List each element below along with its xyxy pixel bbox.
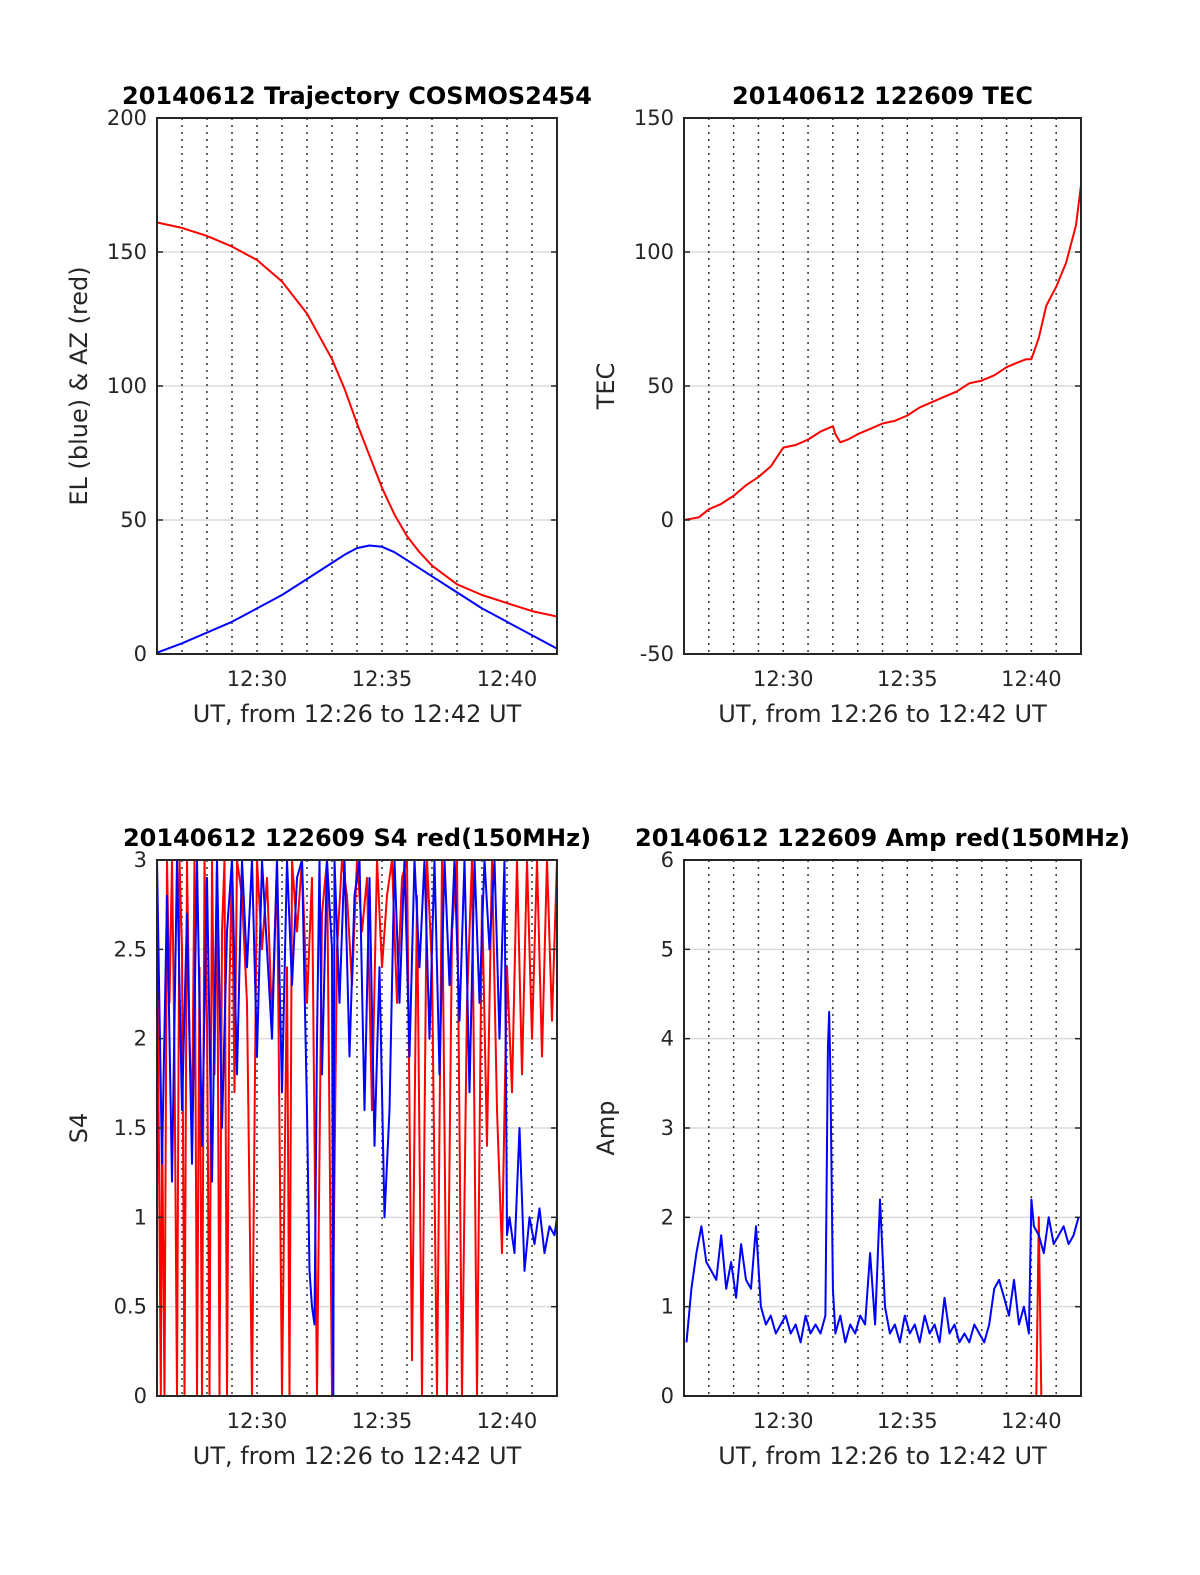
trajectory-xtick-label-2: 12:40	[477, 667, 538, 691]
amp-ytick-label-0: 0	[661, 1384, 674, 1408]
amp-title: 20140612 122609 Amp red(150MHz)	[635, 824, 1130, 852]
panel-s4: 0 0.5 1 1.5 2 2.5 3 12:30 12:35 12:40 UT, from 12:…	[65, 824, 591, 1470]
trajectory-ytick-label-2: 100	[107, 374, 147, 398]
s4-ytick-label-5: 2.5	[114, 937, 147, 961]
trajectory-ytick-label-4: 200	[107, 106, 147, 130]
trajectory-ylabel: EL (blue) & AZ (red)	[65, 266, 93, 505]
amp-xtick-label-1: 12:35	[877, 1409, 938, 1433]
tec-ylabel: TEC	[592, 363, 620, 411]
tec-xtick-label-0: 12:30	[753, 667, 814, 691]
s4-ylabel: S4	[65, 1113, 93, 1144]
s4-ytick-label-4: 2	[134, 1027, 147, 1051]
s4-ytick-label-3: 1.5	[114, 1116, 147, 1140]
s4-xtick-label-2: 12:40	[477, 1409, 538, 1433]
s4-xtick-label-1: 12:35	[352, 1409, 413, 1433]
trajectory-xtick-label-1: 12:35	[352, 667, 413, 691]
s4-title: 20140612 122609 S4 red(150MHz)	[123, 824, 591, 852]
tec-ytick-label-3: 100	[634, 240, 674, 264]
panel-tec: -50 0 50 100 150 12:30 12:35 12:40 UT, from 12:2…	[592, 82, 1082, 728]
trajectory-ytick-label-0: 0	[134, 642, 147, 666]
amp-ytick-label-5: 5	[661, 937, 674, 961]
s4-ytick-label-1: 0.5	[114, 1295, 147, 1319]
s4-series-1	[157, 860, 557, 1396]
trajectory-xtick-label-0: 12:30	[227, 667, 288, 691]
amp-xtick-label-2: 12:40	[1001, 1409, 1062, 1433]
trajectory-ytick-label-1: 50	[120, 508, 147, 532]
trajectory-ytick-label-3: 150	[107, 240, 147, 264]
s4-ytick-label-2: 1	[134, 1205, 147, 1229]
tec-ytick-label-0: -50	[640, 642, 674, 666]
amp-series-0	[684, 1216, 1081, 1396]
trajectory-series-0	[157, 221, 557, 618]
trajectory-series-1	[157, 544, 557, 654]
amp-xlabel: UT, from 12:26 to 12:42 UT	[718, 1442, 1047, 1470]
s4-series-0	[157, 860, 557, 1396]
amp-xtick-label-0: 12:30	[753, 1409, 814, 1433]
s4-ytick-label-6: 3	[134, 848, 147, 872]
panel-amp: 0 1 2 3 4 5 6 12:30 12:35 12:40 UT, from 12:26 to …	[592, 824, 1130, 1470]
tec-xlabel: UT, from 12:26 to 12:42 UT	[718, 700, 1047, 728]
amp-series-1	[685, 1010, 1080, 1344]
tec-title: 20140612 122609 TEC	[732, 82, 1033, 110]
panel-trajectory: 0 50 100 150 200 12:30 12:35 12:40 UT, from 12:2…	[65, 82, 592, 728]
tec-series-0	[684, 184, 1081, 521]
amp-ytick-label-4: 4	[661, 1027, 674, 1051]
tec-xtick-label-2: 12:40	[1001, 667, 1062, 691]
amp-ytick-label-3: 3	[661, 1116, 674, 1140]
tec-xtick-label-1: 12:35	[877, 667, 938, 691]
amp-ytick-label-1: 1	[661, 1295, 674, 1319]
tec-ytick-label-4: 150	[634, 106, 674, 130]
trajectory-title: 20140612 Trajectory COSMOS2454	[122, 82, 592, 110]
trajectory-xlabel: UT, from 12:26 to 12:42 UT	[193, 700, 522, 728]
s4-ytick-label-0: 0	[134, 1384, 147, 1408]
tec-ytick-label-1: 0	[661, 508, 674, 532]
amp-ytick-label-2: 2	[661, 1205, 674, 1229]
amp-ylabel: Amp	[592, 1100, 620, 1155]
s4-xlabel: UT, from 12:26 to 12:42 UT	[193, 1442, 522, 1470]
amp-ytick-label-6: 6	[661, 848, 674, 872]
s4-xtick-label-0: 12:30	[227, 1409, 288, 1433]
tec-ytick-label-2: 50	[647, 374, 674, 398]
